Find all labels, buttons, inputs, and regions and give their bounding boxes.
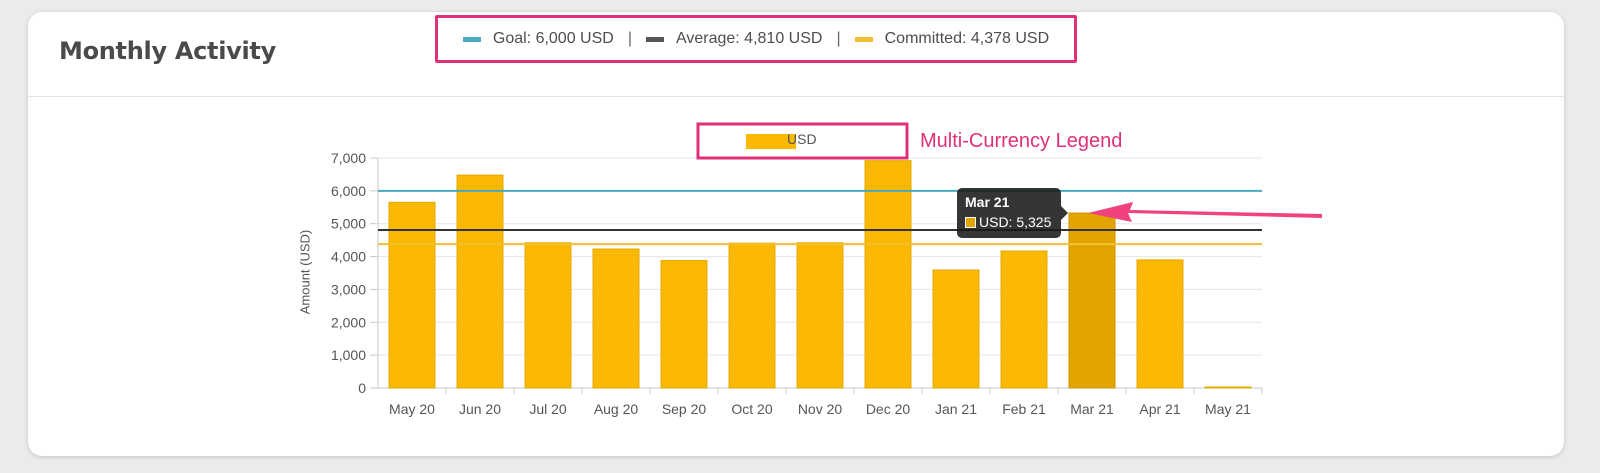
reference-lines-layer (378, 189, 1262, 246)
usd-legend-swatch[interactable] (746, 134, 796, 149)
y-tick-label: 3,000 (331, 281, 366, 297)
x-tick-label: May 20 (389, 401, 435, 417)
bar-jul-20[interactable] (524, 242, 572, 389)
committed-label: Committed: 4,378 USD (884, 30, 1050, 47)
callout-arrow (1088, 202, 1322, 222)
bar-aug-20[interactable] (592, 248, 640, 389)
bar-mar-21[interactable] (1068, 212, 1116, 389)
goal-swatch (462, 36, 481, 42)
bar-sep-20[interactable] (660, 260, 708, 389)
bar-may-21[interactable] (1204, 386, 1252, 389)
bar-jun-20[interactable] (456, 174, 504, 389)
x-tick-label: May 21 (1205, 401, 1251, 417)
y-axis-ticks: 0 1,000 2,000 3,000 4,000 5,000 6,000 7,000 (331, 150, 366, 396)
summary-separator: | (836, 30, 841, 47)
usd-legend-label[interactable]: USD (787, 131, 817, 147)
bar-oct-20[interactable] (728, 242, 776, 389)
x-tick-label: Dec 20 (866, 401, 911, 417)
bar-tooltip: Mar 21 USD: 5,325 (957, 188, 1061, 238)
bar-dec-20[interactable] (864, 160, 912, 389)
tooltip-title: Mar 21 (965, 194, 1010, 210)
legend-callout-label: Multi-Currency Legend (920, 130, 1123, 152)
y-tick-label: 4,000 (331, 249, 366, 265)
y-tick-label: 1,000 (331, 347, 366, 363)
summary-separator: | (627, 30, 632, 47)
monthly-activity-card: Monthly Activity (28, 12, 1564, 456)
tooltip-caret (1061, 206, 1068, 220)
legend-callout-box (696, 122, 909, 160)
tooltip-swatch (965, 216, 976, 228)
tooltip-value: USD: 5,325 (979, 214, 1052, 230)
bar-may-20[interactable] (388, 201, 436, 389)
card-header: Monthly Activity (28, 12, 1564, 97)
x-tick-label: Sep 20 (662, 401, 707, 417)
x-tick-label: Oct 20 (731, 401, 772, 417)
summary-legend: Goal: 6,000 USD | Average: 4,810 USD | C… (435, 15, 1077, 63)
average-summary: Average: 4,810 USD (645, 30, 823, 48)
y-tick-label: 0 (358, 380, 366, 396)
goal-label: Goal: 6,000 USD (492, 30, 614, 47)
bar-apr-21[interactable] (1136, 259, 1184, 389)
y-tick-label: 6,000 (331, 183, 366, 199)
y-tick-label: 5,000 (331, 216, 366, 232)
average-label: Average: 4,810 USD (675, 30, 823, 47)
tooltip-row: USD: 5,325 (965, 214, 1053, 230)
x-tick-label: Jan 21 (935, 401, 977, 417)
bar-nov-20[interactable] (796, 242, 844, 389)
y-tick-label: 2,000 (331, 314, 366, 330)
goal-summary: Goal: 6,000 USD (462, 30, 614, 48)
x-tick-label: Feb 21 (1002, 401, 1046, 417)
x-tick-label: Mar 21 (1070, 401, 1114, 417)
card-title: Monthly Activity (59, 37, 276, 65)
bar-jan-21[interactable] (932, 269, 980, 389)
x-tick-label: Apr 21 (1139, 401, 1180, 417)
x-tick-label: Nov 20 (798, 401, 843, 417)
committed-swatch (854, 36, 873, 42)
x-tick-label: Jul 20 (529, 401, 567, 417)
y-axis-title: Amount (USD) (297, 229, 313, 315)
bars-layer (388, 160, 1252, 389)
y-tick-label: 7,000 (331, 150, 366, 166)
bar-feb-21[interactable] (1000, 250, 1048, 389)
committed-summary: Committed: 4,378 USD (854, 30, 1050, 48)
x-tick-label: Aug 20 (594, 401, 639, 417)
x-axis-ticks: May 20 Jun 20 Jul 20 Aug 20 Sep 20 Oct 20 Nov … (389, 388, 1263, 417)
average-swatch (645, 36, 664, 42)
x-tick-label: Jun 20 (459, 401, 501, 417)
